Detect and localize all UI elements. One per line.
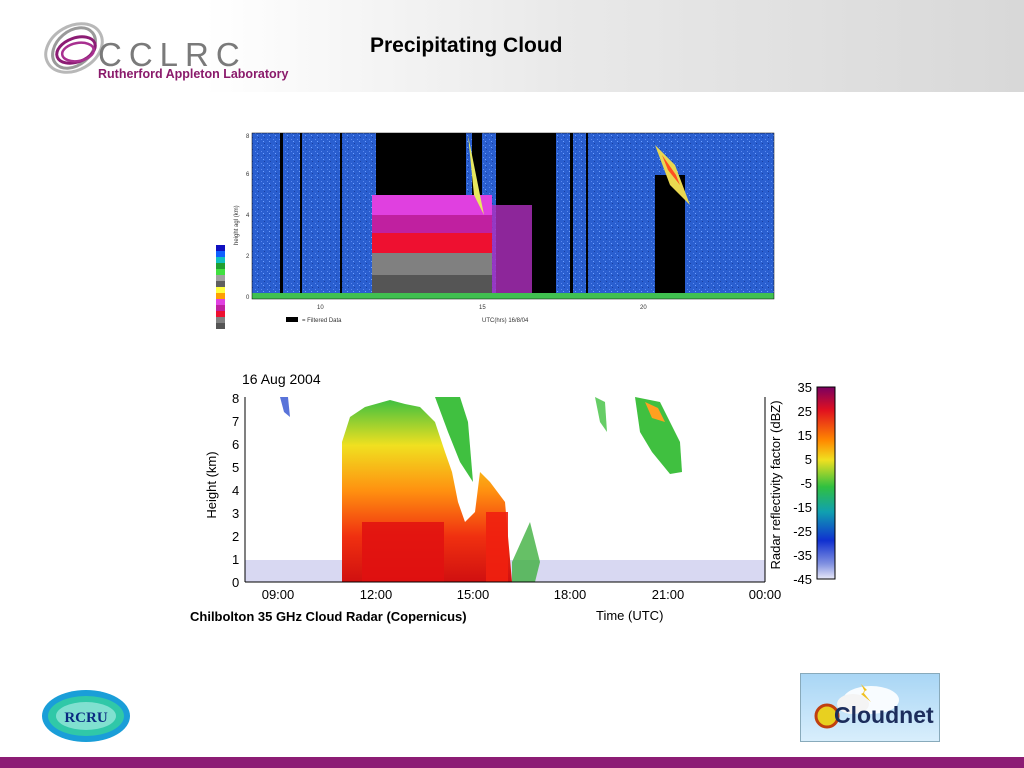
y-tick: 4 [246,213,250,219]
y-tick: 6 [246,172,250,178]
x-tick: 18:00 [554,587,587,602]
plot2-x-ticks: 09:00 12:00 15:00 18:00 21:00 00:00 [262,587,782,602]
x-tick: 12:00 [360,587,393,602]
rcru-logo: RCRU [42,690,130,742]
y-tick: 2 [246,254,250,260]
y-tick: 4 [232,483,239,498]
x-tick: 09:00 [262,587,295,602]
y-tick: 3 [232,506,239,521]
cclrc-swirl-logo [44,22,104,74]
y-tick: 0 [246,295,250,301]
x-tick: 00:00 [749,587,782,602]
radar-plot-bottom: 0 1 2 3 4 5 6 7 8 Height (km) 09:00 12:0… [190,362,850,632]
plot1-y-label: height agl (km) [234,205,240,245]
slide-title: Precipitating Cloud [370,34,563,57]
plot-date: 16 Aug 2004 [242,371,321,387]
cbar-tick: 15 [798,428,812,443]
x-tick: 15 [479,305,486,311]
filtered-legend-swatch [286,317,298,322]
plot-caption: Chilbolton 35 GHz Cloud Radar (Copernicu… [190,609,467,624]
y-tick: 8 [246,134,250,140]
plot1-x-label: UTC(hrs) 16/8/04 [482,318,529,324]
cbar-tick: 25 [798,404,812,419]
plot2-x-label: Time (UTC) [596,608,664,623]
plot2-y-label: Height (km) [204,451,219,518]
plot2-y-ticks: 0 1 2 3 4 5 6 7 8 [232,391,239,590]
x-tick: 10 [317,305,324,311]
x-tick: 15:00 [457,587,490,602]
cbar-tick: 35 [798,380,812,395]
cbar-tick: 5 [805,452,812,467]
accent-footer-bar [0,757,1024,768]
cbar-tick: -15 [793,500,812,515]
colorbar-ticks: 35 25 15 5 -5 -15 -25 -35 -45 [793,380,812,587]
y-tick: 0 [232,575,239,590]
filtered-legend-label: = Filtered Data [302,318,342,324]
cbar-tick: -5 [800,476,812,491]
org-subtitle: Rutherford Appleton Laboratory [98,67,289,81]
cbar-tick: -45 [793,572,812,587]
plot1-y-ticks: 0 2 4 6 8 [246,134,250,301]
cbar-tick: -25 [793,524,812,539]
colorbar-label: Radar reflectivity factor (dBZ) [768,400,783,569]
plot1-colour-key [216,245,225,329]
cloudnet-text: Cloudnet [834,702,934,728]
y-tick: 8 [232,391,239,406]
x-tick: 21:00 [652,587,685,602]
y-tick: 7 [232,414,239,429]
precipitation-echo [280,397,682,582]
cloudnet-logo: Cloudnet [800,673,940,742]
y-tick: 1 [232,552,239,567]
org-name: CCLRC [98,36,247,73]
rcru-text: RCRU [64,710,107,726]
radar-plot-top: 0 2 4 6 8 height agl (km) 10 15 20 = Fil… [216,132,775,329]
y-tick: 2 [232,529,239,544]
cbar-tick: -35 [793,548,812,563]
precipitation-echo [372,135,690,298]
y-tick: 5 [232,460,239,475]
header-band: CCLRC Rutherford Appleton Laboratory Pre… [0,0,1024,92]
colorbar [816,386,836,580]
x-tick: 20 [640,305,647,311]
y-tick: 6 [232,437,239,452]
